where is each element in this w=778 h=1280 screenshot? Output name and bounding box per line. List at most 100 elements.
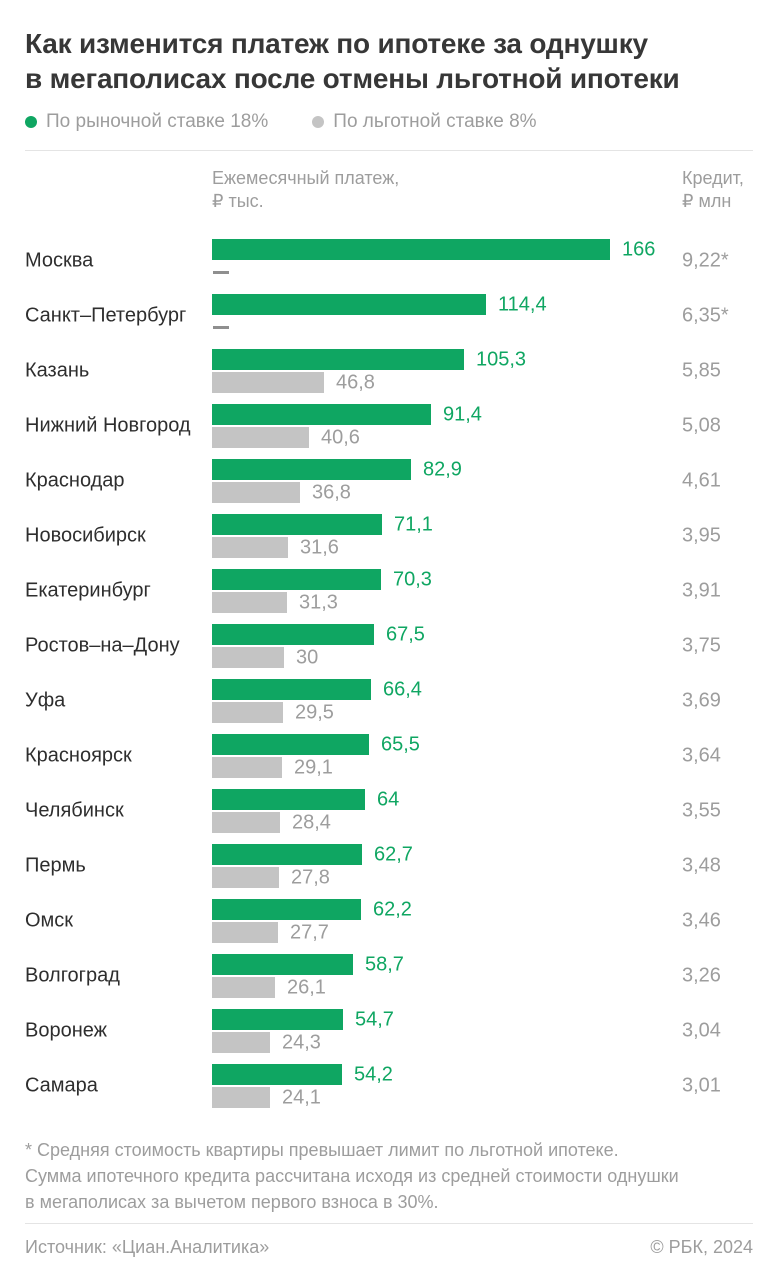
city-label: Омск xyxy=(25,909,74,932)
preferential-rate-bar xyxy=(212,592,287,613)
market-rate-bar xyxy=(212,789,365,810)
credit-value: 4,61 xyxy=(682,469,721,492)
market-rate-value: 54,7 xyxy=(355,1008,394,1031)
market-rate-value: 105,3 xyxy=(476,348,527,371)
market-rate-bar xyxy=(212,844,362,865)
no-preferential-dash-icon xyxy=(213,271,229,274)
city-label: Пермь xyxy=(25,854,86,877)
bar-chart: Москва 166 9,22* Санкт–Петербург 114,4 6… xyxy=(25,237,753,1117)
credit-value: 3,46 xyxy=(682,909,721,932)
market-rate-bar xyxy=(212,734,369,755)
chart-row: Краснодар 82,9 36,8 4,61 xyxy=(25,457,753,512)
preferential-rate-value: 24,3 xyxy=(282,1031,321,1054)
market-rate-value: 62,2 xyxy=(373,898,412,921)
market-rate-value: 58,7 xyxy=(365,953,404,976)
city-label: Новосибирск xyxy=(25,524,146,547)
credit-value: 3,01 xyxy=(682,1074,721,1097)
chart-row: Казань 105,3 46,8 5,85 xyxy=(25,347,753,402)
market-rate-value: 67,5 xyxy=(386,623,425,646)
market-rate-bar xyxy=(212,514,382,535)
footer: Источник: «Циан.Аналитика» © РБК, 2024 xyxy=(25,1237,753,1258)
market-rate-bar xyxy=(212,899,361,920)
market-rate-bar xyxy=(212,349,464,370)
preferential-rate-value: 27,8 xyxy=(291,866,330,889)
credit-value: 9,22* xyxy=(682,249,729,272)
preferential-rate-bar xyxy=(212,922,278,943)
credit-value: 3,04 xyxy=(682,1019,721,1042)
source-credit: Источник: «Циан.Аналитика» xyxy=(25,1237,270,1257)
preferential-rate-bar xyxy=(212,1032,270,1053)
chart-row: Воронеж 54,7 24,3 3,04 xyxy=(25,1007,753,1062)
market-rate-value: 62,7 xyxy=(374,843,413,866)
chart-row: Москва 166 9,22* xyxy=(25,237,753,292)
market-rate-value: 64 xyxy=(377,788,400,811)
credit-column-header: Кредит, ₽ млн xyxy=(682,168,744,211)
market-rate-value: 66,4 xyxy=(383,678,422,701)
chart-row: Волгоград 58,7 26,1 3,26 xyxy=(25,952,753,1007)
market-rate-bar xyxy=(212,624,374,645)
preferential-rate-value: 36,8 xyxy=(312,481,351,504)
city-label: Краснодар xyxy=(25,469,125,492)
market-rate-value: 82,9 xyxy=(423,458,462,481)
preferential-rate-value: 29,5 xyxy=(295,701,334,724)
preferential-rate-value: 28,4 xyxy=(292,811,331,834)
market-rate-dot-icon xyxy=(25,116,37,128)
credit-value: 3,48 xyxy=(682,854,721,877)
preferential-rate-bar xyxy=(212,757,282,778)
credit-value: 3,75 xyxy=(682,634,721,657)
market-rate-bar xyxy=(212,1009,343,1030)
city-label: Самара xyxy=(25,1074,98,1097)
preferential-rate-value: 30 xyxy=(296,646,319,669)
preferential-rate-value: 31,6 xyxy=(300,536,339,559)
market-rate-bar xyxy=(212,569,381,590)
credit-value: 6,35* xyxy=(682,304,729,327)
chart-row: Омск 62,2 27,7 3,46 xyxy=(25,897,753,952)
preferential-rate-bar xyxy=(212,647,284,668)
copyright: © РБК, 2024 xyxy=(650,1237,753,1257)
preferential-rate-bar xyxy=(212,537,288,558)
preferential-rate-bar xyxy=(212,812,280,833)
credit-value: 3,91 xyxy=(682,579,721,602)
market-rate-bar xyxy=(212,679,371,700)
city-label: Ростов–на–Дону xyxy=(25,634,180,657)
city-label: Санкт–Петербург xyxy=(25,304,187,327)
city-label: Челябинск xyxy=(25,799,124,822)
chart-row: Санкт–Петербург 114,4 6,35* xyxy=(25,292,753,347)
chart-row: Нижний Новгород 91,4 40,6 5,08 xyxy=(25,402,753,457)
preferential-rate-bar xyxy=(212,372,324,393)
market-rate-bar xyxy=(212,404,431,425)
preferential-rate-bar xyxy=(212,867,279,888)
market-rate-bar xyxy=(212,954,353,975)
market-rate-value: 91,4 xyxy=(443,403,482,426)
market-rate-bar xyxy=(212,239,610,260)
credit-value: 3,26 xyxy=(682,964,721,987)
credit-value: 3,69 xyxy=(682,689,721,712)
preferential-rate-bar xyxy=(212,702,283,723)
city-label: Екатеринбург xyxy=(25,579,151,602)
market-rate-bar xyxy=(212,294,486,315)
preferential-rate-bar xyxy=(212,482,300,503)
legend-item-market-rate: По рыночной ставке 18% xyxy=(25,111,268,133)
chart-row: Новосибирск 71,1 31,6 3,95 xyxy=(25,512,753,567)
chart-row: Красноярск 65,5 29,1 3,64 xyxy=(25,732,753,787)
preferential-rate-value: 40,6 xyxy=(321,426,360,449)
no-preferential-dash-icon xyxy=(213,326,229,329)
preferential-rate-bar xyxy=(212,427,309,448)
city-label: Уфа xyxy=(25,689,66,712)
market-rate-value: 65,5 xyxy=(381,733,420,756)
header-divider xyxy=(25,150,753,151)
legend-item-preferential-rate: По льготной ставке 8% xyxy=(312,111,537,133)
chart-row: Уфа 66,4 29,5 3,69 xyxy=(25,677,753,732)
city-label: Красноярск xyxy=(25,744,132,767)
preferential-rate-bar xyxy=(212,1087,270,1108)
legend-label-market-rate: По рыночной ставке 18% xyxy=(46,111,269,132)
market-rate-value: 114,4 xyxy=(498,293,547,316)
credit-value: 5,08 xyxy=(682,414,721,437)
chart-title: Как изменится платеж по ипотеке за однуш… xyxy=(25,28,680,94)
market-rate-bar xyxy=(212,459,411,480)
chart-row: Челябинск 64 28,4 3,55 xyxy=(25,787,753,842)
preferential-rate-bar xyxy=(212,977,275,998)
preferential-rate-dot-icon xyxy=(312,116,325,128)
market-rate-value: 166 xyxy=(622,238,656,261)
